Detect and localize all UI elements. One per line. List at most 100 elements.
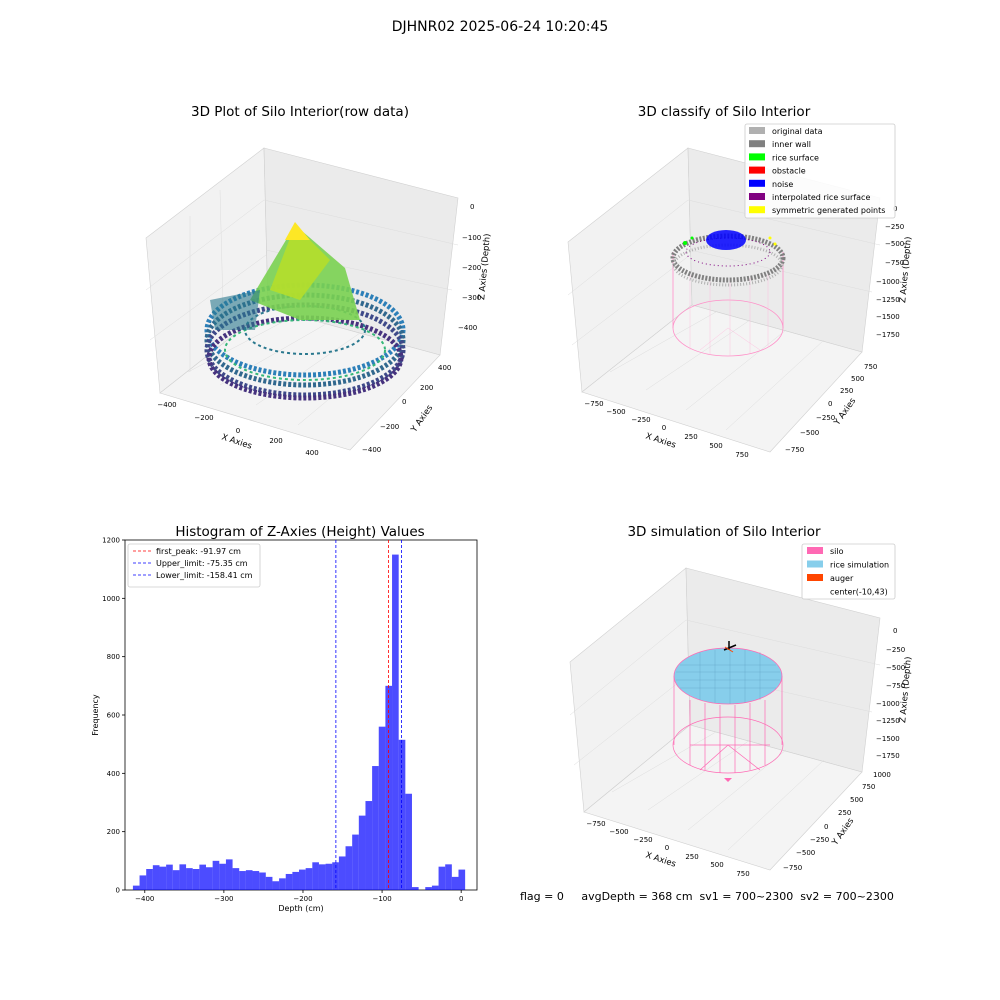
auger-marker — [723, 641, 737, 653]
histogram-bar — [239, 871, 246, 890]
histogram-bar — [186, 868, 193, 890]
svg-text:−750: −750 — [586, 820, 605, 828]
simulation-x-label: X Axies — [644, 850, 677, 869]
classify-y-ticks: −750 −500 −250 0 250 500 750 — [785, 363, 877, 454]
svg-text:−1000: −1000 — [876, 700, 900, 708]
svg-text:−300: −300 — [462, 294, 481, 302]
svg-text:250: 250 — [684, 433, 697, 441]
svg-text:−750: −750 — [886, 682, 905, 690]
svg-text:−400: −400 — [362, 446, 381, 454]
histogram-bar — [305, 868, 313, 890]
y-tick-label: 800 — [107, 653, 120, 661]
svg-text:500: 500 — [851, 375, 864, 383]
svg-text:250: 250 — [838, 809, 851, 817]
histogram-bar — [219, 863, 226, 890]
histogram-bar — [265, 876, 273, 890]
figure-title: DJHNR02 2025-06-24 10:20:45 — [392, 19, 609, 35]
histogram-bar — [279, 878, 286, 890]
histogram-bar — [205, 867, 213, 890]
histogram-bar — [166, 864, 173, 890]
svg-text:400: 400 — [438, 364, 451, 372]
x-tick-label: −300 — [214, 895, 233, 903]
x-tick-label: 0 — [459, 895, 463, 903]
svg-text:−250: −250 — [810, 836, 829, 844]
raw-y-label: Y Axies — [409, 403, 436, 435]
histogram-bar — [285, 873, 293, 890]
svg-text:200: 200 — [420, 384, 433, 392]
svg-text:−750: −750 — [885, 259, 904, 267]
histogram-bar — [392, 554, 399, 890]
y-tick-label: 200 — [107, 828, 120, 836]
y-tick-label: 400 — [107, 770, 120, 778]
svg-text:−500: −500 — [886, 664, 905, 672]
x-tick-label: −100 — [372, 895, 391, 903]
svg-text:−500: −500 — [796, 849, 815, 857]
legend-entry-label: inner wall — [772, 140, 811, 149]
svg-text:−200: −200 — [462, 264, 481, 272]
legend-entry-label: Upper_limit: -75.35 cm — [156, 559, 248, 568]
legend-swatch — [749, 179, 765, 187]
simulation-x-ticks: −750 −500 −250 0 250 500 750 — [586, 820, 749, 878]
svg-text:0: 0 — [828, 400, 832, 408]
y-tick-label: 1200 — [102, 537, 120, 545]
svg-text:500: 500 — [709, 442, 722, 450]
svg-text:−1500: −1500 — [876, 313, 900, 321]
histogram-plot-area — [124, 539, 478, 891]
histogram-bar — [172, 870, 180, 890]
simulation-floor-pane — [583, 724, 863, 871]
legend-entry-label: first_peak: -91.97 cm — [156, 547, 241, 556]
legend-entry-label: silo — [830, 547, 844, 556]
svg-text:750: 750 — [735, 451, 748, 459]
svg-text:0: 0 — [402, 398, 406, 406]
svg-text:−250: −250 — [633, 836, 652, 844]
histogram-bar — [312, 862, 319, 890]
svg-text:−750: −750 — [584, 400, 603, 408]
legend-entry-label: center(-10,43) — [830, 588, 888, 597]
histogram-bar — [245, 870, 253, 890]
histogram-bar — [159, 866, 167, 890]
legend-swatch — [749, 140, 765, 148]
raw-z-ticks: 0 −100 −200 −300 −400 — [458, 203, 481, 332]
histogram-bar — [358, 815, 366, 890]
histogram-bar — [352, 834, 359, 890]
svg-text:−400: −400 — [157, 401, 176, 409]
svg-text:−400: −400 — [458, 324, 477, 332]
histogram-bar — [378, 726, 386, 890]
status-readout: flag = 0 avgDepth = 368 cm sv1 = 700~230… — [520, 890, 894, 903]
svg-text:−500: −500 — [606, 408, 625, 416]
histogram-bar — [398, 739, 406, 890]
raw-z-label: Z Axies (Depth) — [477, 233, 493, 300]
y-tick-label: 0 — [116, 887, 120, 895]
svg-text:250: 250 — [685, 853, 698, 861]
simulation-grid — [569, 619, 881, 851]
svg-text:−200: −200 — [380, 423, 399, 431]
classify-legend: original data inner wall rice surface obsta… — [744, 123, 896, 219]
legend-entry-label: rice simulation — [830, 561, 889, 570]
legend-entry-label: auger — [830, 574, 854, 583]
svg-text:−750: −750 — [785, 446, 804, 454]
histogram-bar — [132, 885, 140, 890]
simulation-panel-title: 3D simulation of Silo Interior — [627, 524, 821, 540]
svg-text:1000: 1000 — [873, 771, 891, 779]
histogram-bar — [411, 887, 419, 890]
histogram-y-label: Frequency — [91, 694, 100, 736]
legend-swatch — [807, 574, 823, 581]
histogram-bar — [438, 866, 446, 890]
svg-text:−500: −500 — [885, 240, 904, 248]
svg-text:−250: −250 — [631, 416, 650, 424]
classify-x-label: X Axies — [644, 431, 677, 450]
rice-simulation-mesh — [676, 649, 780, 704]
simulation-silo-wireframe — [672, 676, 784, 782]
histogram-bar — [425, 887, 432, 890]
classify-grid — [567, 199, 881, 431]
histogram-bar — [405, 793, 412, 890]
legend-entry-label: interpolated rice surface — [772, 193, 870, 202]
histogram-bar — [152, 865, 160, 890]
histogram-bar — [259, 872, 266, 890]
histogram-legend: first_peak: -91.97 cm Upper_limit: -75.35… — [127, 543, 261, 588]
legend-swatch — [749, 153, 765, 161]
histogram-bar — [338, 856, 346, 890]
classify-panel-title: 3D classify of Silo Interior — [638, 104, 811, 120]
histogram-bar — [365, 801, 373, 890]
